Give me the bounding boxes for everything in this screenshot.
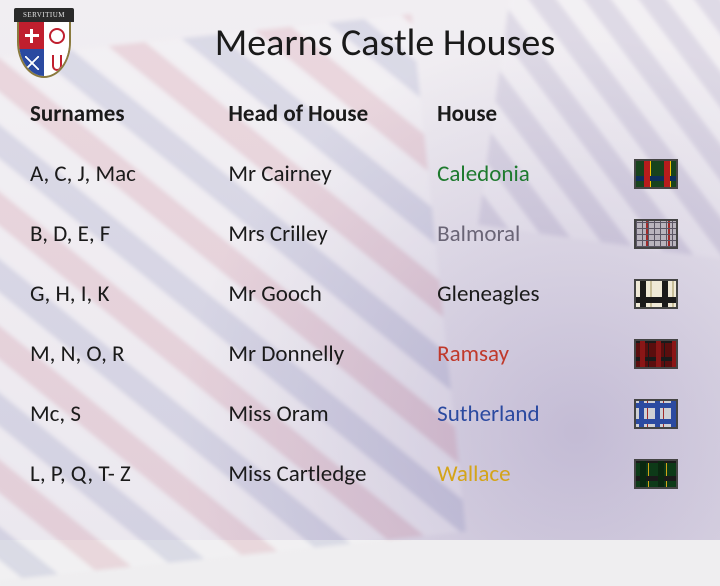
cell-surnames: M, N, O, R — [28, 324, 226, 384]
tartan-swatch — [634, 159, 678, 189]
page-title: Mearns Castle Houses — [78, 8, 692, 84]
table-row: L, P, Q, T- ZMiss CartledgeWallace — [28, 444, 692, 504]
table-row: B, D, E, FMrs CrilleyBalmoral — [28, 204, 692, 264]
table-header: Surnames Head of House House — [28, 84, 692, 144]
cell-head-of-house: Mrs Crilley — [226, 204, 435, 264]
table-row: Mc, SMiss OramSutherland — [28, 384, 692, 444]
tartan-swatch — [634, 339, 678, 369]
cell-head-of-house: Mr Cairney — [226, 144, 435, 204]
col-head-of-house: Head of House — [226, 84, 435, 144]
tartan-swatch — [634, 399, 678, 429]
slide-content: Mearns Castle Houses Surnames Head of Ho… — [0, 0, 720, 540]
tartan-swatch — [634, 219, 678, 249]
cell-tartan-swatch — [634, 324, 692, 384]
cell-surnames: G, H, I, K — [28, 264, 226, 324]
cell-tartan-swatch — [634, 444, 692, 504]
cell-house: Wallace — [435, 444, 633, 504]
cell-head-of-house: Mr Gooch — [226, 264, 435, 324]
cell-surnames: Mc, S — [28, 384, 226, 444]
crest-banner: SERVITIUM — [14, 8, 74, 22]
cell-house: Sutherland — [435, 384, 633, 444]
tartan-swatch — [634, 279, 678, 309]
cell-house: Gleneagles — [435, 264, 633, 324]
cell-house: Balmoral — [435, 204, 633, 264]
crest-shield — [17, 22, 71, 78]
cell-tartan-swatch — [634, 144, 692, 204]
cell-surnames: L, P, Q, T- Z — [28, 444, 226, 504]
cell-head-of-house: Miss Oram — [226, 384, 435, 444]
table-row: M, N, O, RMr DonnellyRamsay — [28, 324, 692, 384]
cell-house: Caledonia — [435, 144, 633, 204]
houses-table: Surnames Head of House House A, C, J, Ma… — [28, 84, 692, 504]
cell-head-of-house: Miss Cartledge — [226, 444, 435, 504]
col-house: House — [435, 84, 633, 144]
cell-tartan-swatch — [634, 384, 692, 444]
cell-head-of-house: Mr Donnelly — [226, 324, 435, 384]
school-crest: SERVITIUM — [14, 8, 74, 80]
table-row: A, C, J, MacMr CairneyCaledonia — [28, 144, 692, 204]
cell-tartan-swatch — [634, 204, 692, 264]
tartan-swatch — [634, 459, 678, 489]
cell-surnames: A, C, J, Mac — [28, 144, 226, 204]
table-row: G, H, I, KMr GoochGleneagles — [28, 264, 692, 324]
col-surnames: Surnames — [28, 84, 226, 144]
col-swatch — [634, 84, 692, 144]
cell-surnames: B, D, E, F — [28, 204, 226, 264]
cell-tartan-swatch — [634, 264, 692, 324]
table-body: A, C, J, MacMr CairneyCaledoniaB, D, E, … — [28, 144, 692, 504]
cell-house: Ramsay — [435, 324, 633, 384]
